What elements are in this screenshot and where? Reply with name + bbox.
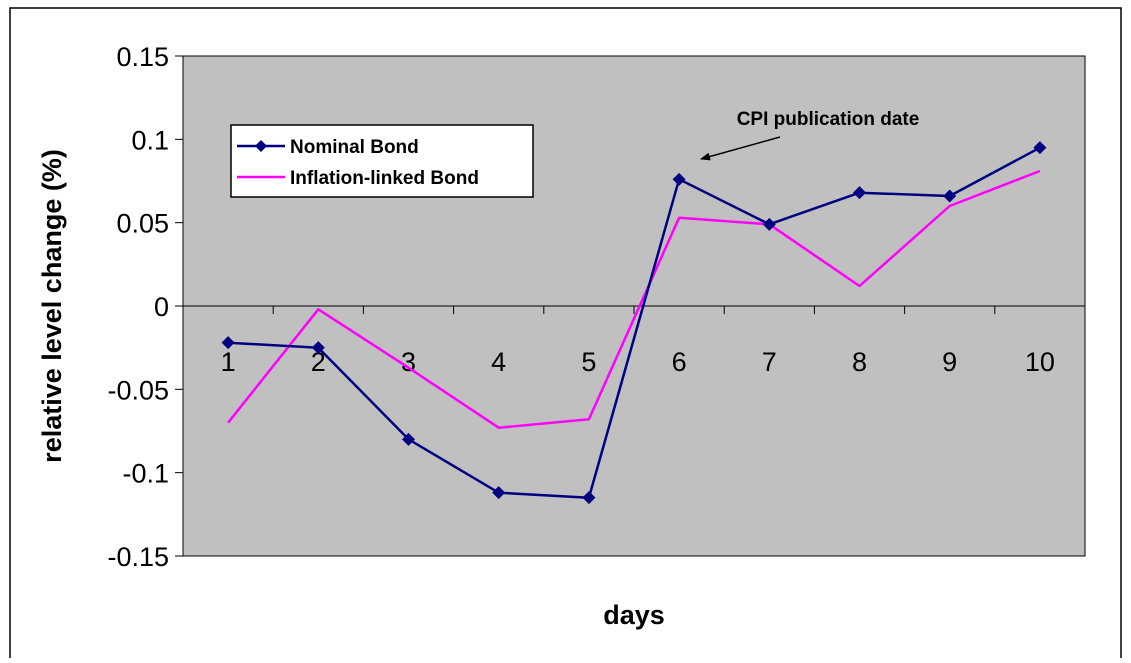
y-tick-label: 0.05	[116, 209, 169, 239]
legend-marker-nominal	[255, 140, 267, 152]
legend: Nominal Bond Inflation-linked Bond	[230, 124, 534, 198]
x-tick-label: 7	[762, 347, 777, 377]
data-point	[492, 486, 506, 500]
y-tick-label: 0	[154, 292, 169, 322]
data-point	[402, 432, 415, 446]
y-tick-label: 0.15	[116, 42, 169, 72]
x-tick-label: 8	[852, 347, 867, 377]
y-axis-label: relative level change (%)	[37, 149, 67, 463]
annotation-text: CPI publication date	[737, 109, 920, 130]
y-tick-label: 0.1	[131, 125, 169, 155]
legend-box	[230, 124, 534, 198]
data-point	[221, 336, 235, 350]
x-tick-label: 10	[1025, 347, 1055, 377]
data-point	[853, 186, 866, 200]
x-tick-label: 5	[581, 347, 596, 377]
y-tick-label: -0.1	[122, 459, 169, 489]
legend-label-inflation: Inflation-linked Bond	[290, 168, 479, 189]
series-line-nominal-bond	[228, 146, 1041, 499]
data-point	[1033, 141, 1047, 155]
x-tick-label: 4	[491, 347, 506, 377]
data-point	[762, 217, 776, 231]
data-point	[943, 189, 957, 203]
series-line-inflation-linked-bond	[227, 169, 1041, 429]
data-point	[582, 491, 596, 505]
y-axis-ticks: 0.15 0.1 0.05 0 -0.05 -0.1 -0.15	[107, 42, 183, 572]
y-tick-label: -0.05	[107, 375, 169, 405]
annotation-arrow	[700, 136, 781, 161]
series-group	[221, 141, 1047, 505]
x-tick-label: 9	[942, 347, 957, 377]
x-tick-label: 6	[672, 347, 687, 377]
x-axis-label: days	[603, 600, 665, 630]
y-tick-label: -0.15	[107, 542, 169, 572]
x-tick-label: 1	[221, 347, 236, 377]
x-axis: 1 2 3 4 5 6 7 8 9 10	[182, 305, 1086, 377]
annotation: CPI publication date	[700, 109, 920, 161]
data-point	[311, 341, 325, 355]
data-point	[672, 172, 686, 186]
legend-label-nominal: Nominal Bond	[290, 137, 419, 158]
x-tick-label: 2	[311, 347, 326, 377]
